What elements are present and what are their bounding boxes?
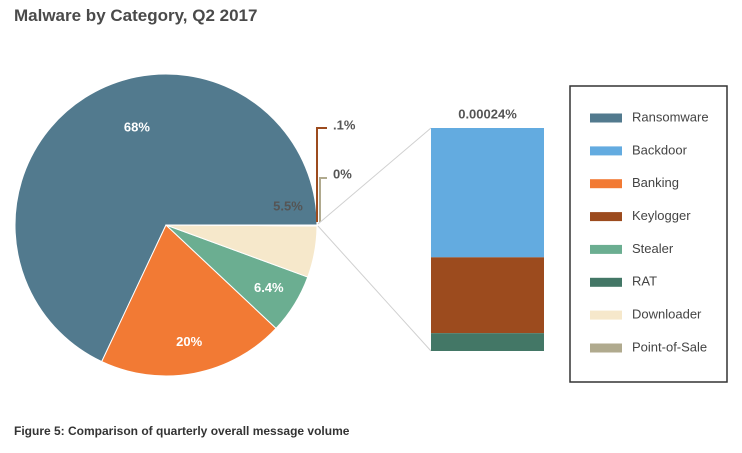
connector-bottom bbox=[317, 225, 432, 352]
bar-total-label: 0.00024% bbox=[458, 106, 517, 121]
connector-top bbox=[317, 127, 432, 225]
pie-label-downloader: 5.5% bbox=[273, 198, 303, 213]
callout-line-keylogger bbox=[316, 127, 327, 222]
legend-swatch-point-of-sale bbox=[590, 343, 622, 353]
legend-swatch-stealer bbox=[590, 244, 622, 254]
legend-label-stealer: Stealer bbox=[632, 241, 674, 256]
figure-caption: Figure 5: Comparison of quarterly overal… bbox=[14, 424, 350, 438]
legend-label-downloader: Downloader bbox=[632, 307, 702, 322]
legend-label-rat: RAT bbox=[632, 274, 657, 289]
legend-swatch-backdoor bbox=[590, 146, 622, 156]
legend-label-ransomware: Ransomware bbox=[632, 109, 709, 124]
breakdown-stacked-bar: 0.00024% bbox=[431, 106, 544, 351]
legend-label-banking: Banking bbox=[632, 175, 679, 190]
pie-label-ransomware: 68% bbox=[124, 119, 150, 134]
legend-label-backdoor: Backdoor bbox=[632, 142, 688, 157]
legend-swatch-banking bbox=[590, 179, 622, 189]
legend-swatch-ransomware bbox=[590, 113, 622, 123]
bar-segment-rat bbox=[431, 333, 544, 351]
bar-segment-backdoor bbox=[431, 128, 544, 258]
callout-line-point-of-sale bbox=[319, 177, 327, 222]
pie-slice-keylogger bbox=[165, 224, 318, 227]
bar-segment-keylogger bbox=[431, 257, 544, 334]
zoom-connector-lines bbox=[317, 127, 432, 352]
pie-label-stealer: 6.4% bbox=[254, 280, 284, 295]
pie-slice-banking bbox=[101, 224, 277, 377]
legend-label-point-of-sale: Point-of-Sale bbox=[632, 339, 707, 354]
chart-title: Malware by Category, Q2 2017 bbox=[14, 6, 258, 25]
legend-box bbox=[569, 85, 728, 383]
pie-label-point-of-sale: 0% bbox=[333, 166, 352, 181]
pie-label-keylogger: .1% bbox=[333, 117, 356, 132]
legend-label-keylogger: Keylogger bbox=[632, 208, 691, 223]
legend: Ransomware Backdoor Banking Keylogger Steale… bbox=[569, 85, 728, 383]
legend-swatch-keylogger bbox=[590, 212, 622, 222]
legend-swatch-rat bbox=[590, 277, 622, 287]
pie-chart: 68% 20% 6.4% 5.5% .1% 0% bbox=[14, 73, 356, 377]
pie-slice-ransomware bbox=[14, 73, 318, 363]
pie-label-banking: 20% bbox=[176, 334, 202, 349]
legend-swatch-downloader bbox=[590, 310, 622, 320]
